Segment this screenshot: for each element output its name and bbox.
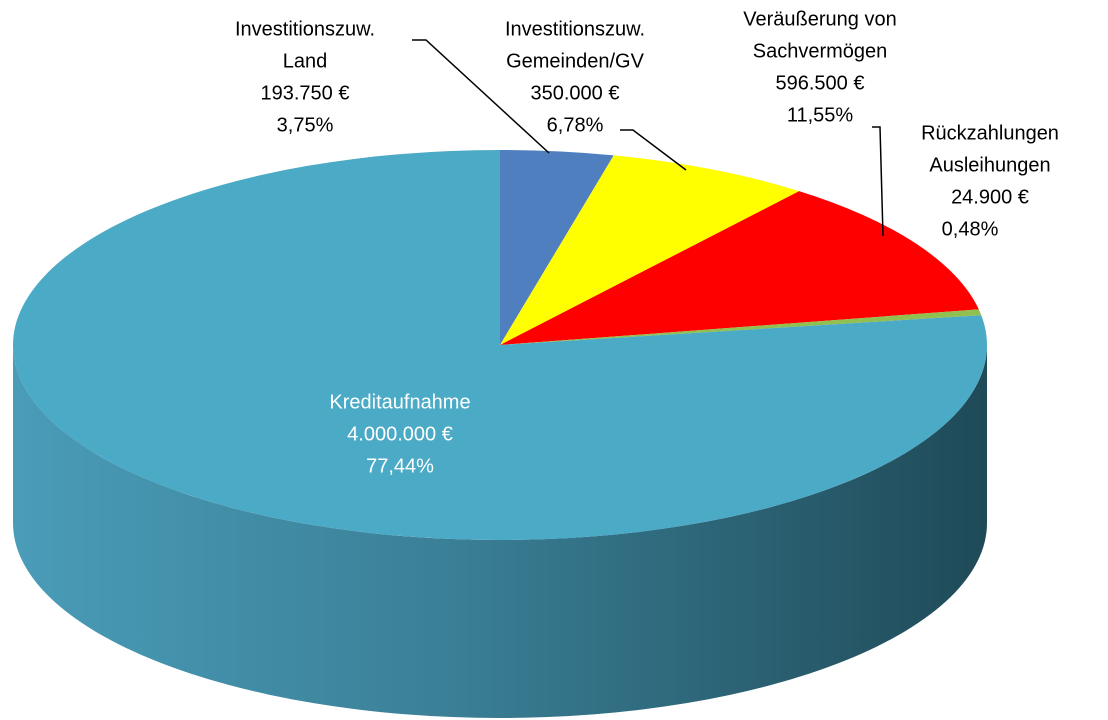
percent-label: 3,75% (277, 114, 334, 136)
pie-slice (500, 155, 800, 345)
slice-label: Land (283, 50, 328, 72)
slice-label: Veräußerung von (743, 8, 896, 30)
percent-label: 77,44% (366, 455, 434, 477)
pie-side (13, 345, 987, 718)
value-label: 596.500 € (776, 72, 865, 94)
slice-label: Investitionszuw. (505, 18, 645, 40)
leader-line (620, 129, 687, 171)
pie-slice (500, 309, 982, 345)
value-label: 24.900 € (951, 186, 1029, 208)
percent-label: 6,78% (547, 114, 604, 136)
pie-slice (500, 191, 979, 345)
value-label: 193.750 € (261, 82, 350, 104)
pie-slice (13, 150, 988, 540)
slice-label: Investitionszuw. (235, 18, 375, 40)
value-label: 350.000 € (531, 82, 620, 104)
leader-line (872, 126, 884, 237)
slice-label: Rückzahlungen (921, 122, 1059, 144)
slice-label: Ausleihungen (929, 154, 1050, 176)
leader-line (412, 39, 550, 154)
slice-label: Gemeinden/GV (506, 50, 645, 72)
leader-lines (412, 39, 884, 237)
value-label: 4.000.000 € (347, 423, 453, 445)
slice-label: Sachvermögen (753, 40, 888, 62)
slice-label: Kreditaufnahme (329, 391, 470, 413)
percent-label: 0,48% (942, 218, 999, 240)
percent-label: 11,55% (787, 104, 854, 126)
pie-slice (500, 150, 614, 345)
